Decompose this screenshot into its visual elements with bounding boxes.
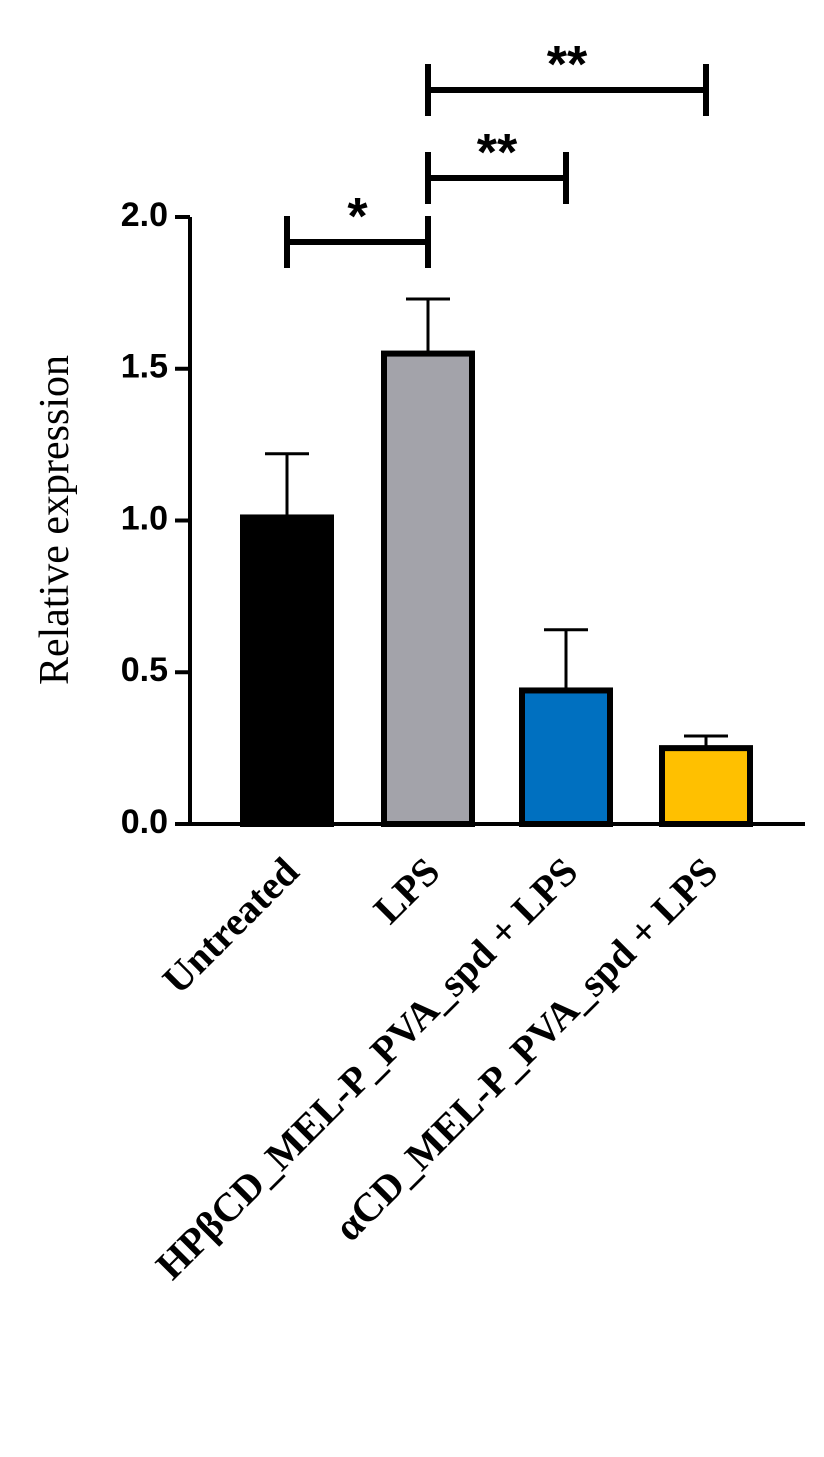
y-tick-label: 1.5 (121, 348, 168, 386)
x-tick-label: Untreated (154, 849, 308, 1003)
y-tick-label: 0.0 (121, 803, 168, 841)
y-tick-label: 0.5 (121, 651, 168, 689)
y-axis-title: Relative expression (32, 355, 78, 685)
significance-label: ** (477, 124, 518, 182)
bar (240, 514, 334, 828)
x-tick-label: LPS (365, 849, 449, 933)
y-tick-label: 1.0 (121, 499, 168, 537)
bar (659, 745, 753, 827)
significance-label: * (347, 188, 368, 246)
bar (381, 350, 475, 827)
significance-label: ** (547, 36, 588, 94)
y-tick-label: 2.0 (121, 196, 168, 234)
bar (519, 687, 613, 828)
